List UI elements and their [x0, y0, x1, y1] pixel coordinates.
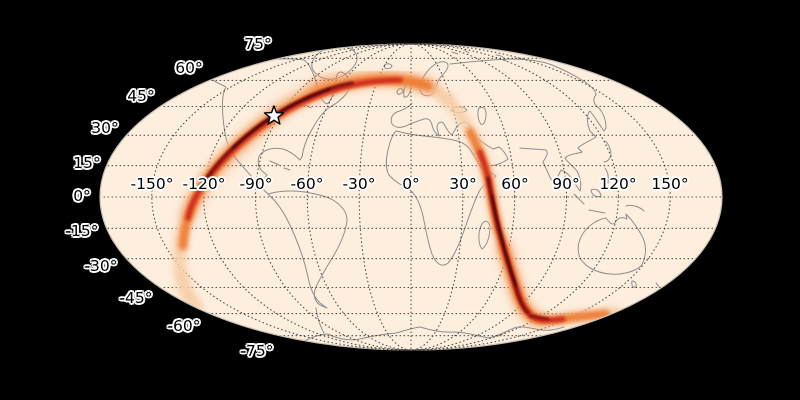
latitude-tick-label: 0° [73, 187, 91, 205]
latitude-tick-label: 45° [127, 87, 155, 105]
latitude-tick-label: 15° [73, 154, 101, 172]
latitude-tick-label: -75° [240, 342, 274, 360]
longitude-tick-label: 60° [501, 175, 529, 193]
longitude-tick-label: 120° [599, 175, 637, 193]
longitude-tick-label: -60° [290, 175, 324, 193]
longitude-tick-label: 30° [449, 175, 477, 193]
longitude-tick-label: -150° [130, 175, 174, 193]
latitude-tick-label: 30° [91, 119, 119, 137]
latitude-tick-label: -60° [167, 317, 201, 335]
longitude-tick-label: 0° [402, 175, 420, 193]
star-marker [263, 105, 285, 125]
latitude-tick-label: 60° [175, 59, 203, 77]
longitude-tick-label: -120° [182, 175, 226, 193]
probability-band [173, 70, 622, 327]
longitude-tick-label: -30° [342, 175, 376, 193]
longitude-tick-label: -90° [239, 175, 273, 193]
latitude-tick-label: -45° [119, 289, 153, 307]
longitude-tick-label: 150° [651, 175, 689, 193]
latitude-tick-label: -15° [65, 222, 99, 240]
longitude-tick-label: 90° [552, 175, 580, 193]
latitude-tick-label: -30° [84, 257, 118, 275]
latitude-tick-label: 75° [244, 35, 272, 53]
